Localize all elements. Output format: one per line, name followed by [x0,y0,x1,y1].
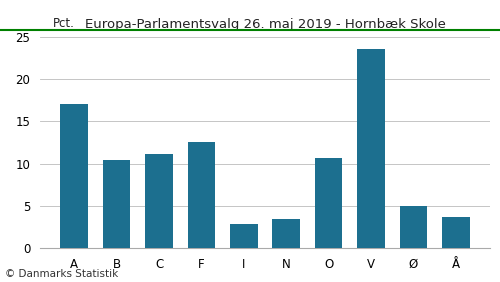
Bar [442,217,469,248]
Title: Europa-Parlamentsvalg 26. maj 2019 - Hornbæk Skole: Europa-Parlamentsvalg 26. maj 2019 - Hor… [84,18,446,31]
Bar [272,219,300,248]
Bar [400,206,427,248]
Bar [60,104,88,248]
Bar [103,160,130,248]
Bar [188,142,215,248]
Bar [315,158,342,248]
Bar [145,154,173,248]
Text: © Danmarks Statistik: © Danmarks Statistik [5,269,118,279]
Bar [357,49,385,248]
Text: Pct.: Pct. [53,17,75,30]
Bar [230,224,258,248]
